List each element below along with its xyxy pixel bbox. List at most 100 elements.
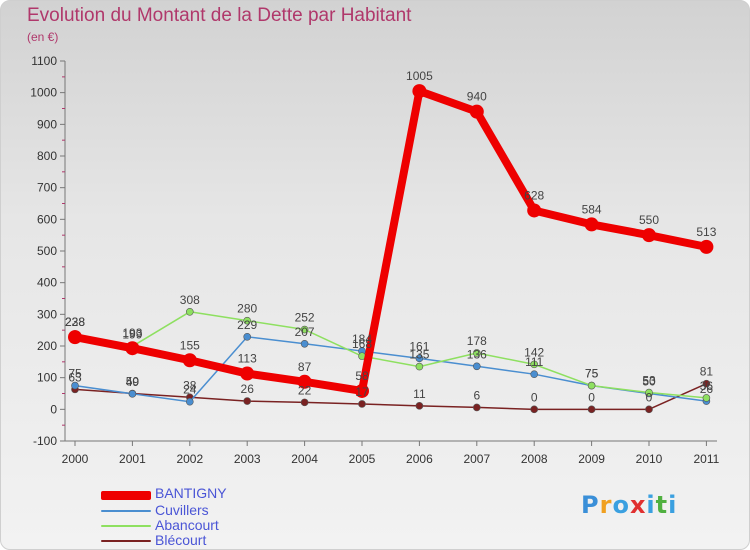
x-tick-label: 2007 [463, 452, 490, 466]
legend-swatch-blecourt [101, 540, 151, 542]
data-point-bantigny [297, 374, 312, 389]
legend-label-blecourt: Blécourt [155, 532, 207, 548]
data-label-abancourt: 36 [700, 379, 714, 393]
y-tick-label: 300 [37, 307, 57, 321]
series-line-bantigny [71, 87, 711, 395]
data-label-cuvillers: 75 [68, 367, 82, 381]
data-label-cuvillers: 111 [525, 355, 544, 369]
data-point-blcourt [243, 397, 251, 405]
x-tick-label: 2011 [693, 452, 719, 466]
data-point-blcourt [358, 400, 366, 408]
data-point-cuvillers [128, 390, 137, 398]
data-label-blcourt: 22 [298, 383, 312, 397]
data-point-blcourt [415, 402, 424, 410]
x-tick-label: 2009 [578, 452, 605, 466]
data-label-abancourt: 168 [352, 337, 372, 351]
data-label-bantigny: 1005 [406, 69, 433, 83]
data-point-cuvillers [472, 362, 481, 371]
data-point-blcourt [530, 405, 539, 414]
y-tick-label: 700 [37, 181, 57, 195]
data-point-bantigny [125, 341, 140, 356]
data-label-abancourt: 252 [295, 311, 315, 325]
data-label-blcourt: 26 [241, 382, 255, 396]
y-tick-label: 1100 [31, 54, 57, 68]
x-tick-label: 2004 [291, 452, 318, 466]
data-point-cuvillers [243, 333, 251, 341]
data-point-cuvillers [186, 397, 194, 406]
data-point-bantigny [355, 383, 369, 398]
data-point-abancourt [587, 381, 596, 390]
data-label-blcourt: 0 [531, 390, 538, 404]
legend-swatch-cuvillers [101, 510, 151, 512]
data-label-abancourt: 75 [585, 367, 599, 381]
legend-label-cuvillers: Cuvillers [155, 502, 209, 518]
data-label-blcourt: 0 [646, 390, 653, 404]
data-point-abancourt [186, 307, 194, 316]
logo-letter: r [599, 491, 613, 519]
data-label-bantigny: 87 [298, 360, 312, 374]
y-tick-label: 400 [37, 276, 57, 290]
y-tick-label: -100 [33, 434, 57, 448]
x-tick-label: 2000 [62, 452, 89, 466]
data-label-blcourt: 17 [355, 385, 369, 399]
data-point-bantigny [412, 84, 427, 99]
data-label-abancourt: 308 [180, 293, 200, 307]
x-tick-label: 2010 [636, 452, 663, 466]
data-point-abancourt [702, 394, 711, 402]
data-point-bantigny [584, 217, 599, 232]
data-point-abancourt [415, 362, 424, 371]
logo-letter: t [655, 491, 669, 519]
data-label-blcourt: 11 [413, 387, 426, 401]
data-label-blcourt: 38 [183, 378, 197, 392]
series-line-cuvillers [74, 336, 708, 403]
legend-swatch-abancourt [101, 525, 151, 527]
chart-title: Evolution du Montant de la Dette par Hab… [27, 5, 412, 26]
data-point-blcourt [300, 398, 309, 407]
data-label-bantigny: 513 [696, 225, 716, 239]
data-label-abancourt: 135 [409, 348, 429, 362]
x-tick-label: 2002 [176, 452, 203, 466]
data-point-bantigny [642, 228, 656, 243]
data-label-abancourt: 280 [237, 302, 257, 316]
data-point-bantigny [182, 353, 197, 368]
data-label-bantigny: 113 [238, 352, 257, 366]
data-point-bantigny [527, 203, 542, 218]
data-label-cuvillers: 26 [700, 382, 714, 396]
data-label-bantigny: 584 [582, 202, 602, 216]
data-label-bantigny: 550 [639, 213, 659, 227]
data-label-blcourt: 0 [588, 390, 595, 404]
y-tick-label: 500 [37, 244, 57, 258]
x-tick-label: 2003 [234, 452, 261, 466]
y-tick-label: 100 [37, 371, 57, 385]
data-label-blcourt: 63 [68, 370, 82, 384]
data-point-cuvillers [415, 354, 424, 363]
data-point-abancourt [300, 325, 309, 334]
y-tick-label: 200 [37, 339, 57, 353]
data-label-cuvillers: 229 [237, 318, 257, 332]
legend-label-abancourt: Abancourt [155, 517, 219, 533]
y-tick-label: 900 [37, 117, 57, 131]
data-label-bantigny: 58 [355, 369, 369, 383]
series-line-blcourt [74, 382, 708, 411]
data-label-cuvillers: 136 [467, 347, 487, 361]
data-label-cuvillers: 75 [585, 367, 599, 381]
data-point-bantigny [240, 366, 255, 381]
data-label-abancourt: 142 [524, 345, 544, 359]
y-tick-label: 1000 [30, 86, 57, 100]
data-point-blcourt [472, 403, 481, 412]
data-label-bantigny: 228 [65, 315, 85, 329]
x-tick-label: 2005 [349, 452, 376, 466]
data-label-cuvillers: 49 [126, 375, 140, 389]
data-point-abancourt [243, 316, 251, 325]
logo-letter: x [629, 491, 647, 519]
data-point-blcourt [645, 405, 653, 414]
data-label-blcourt: 6 [473, 388, 480, 402]
legend-label-bantigny: BANTIGNY [155, 485, 227, 501]
data-point-cuvillers [300, 339, 309, 348]
data-point-bantigny [469, 104, 484, 119]
data-label-abancourt: 238 [65, 315, 85, 329]
data-label-cuvillers: 161 [409, 339, 429, 353]
